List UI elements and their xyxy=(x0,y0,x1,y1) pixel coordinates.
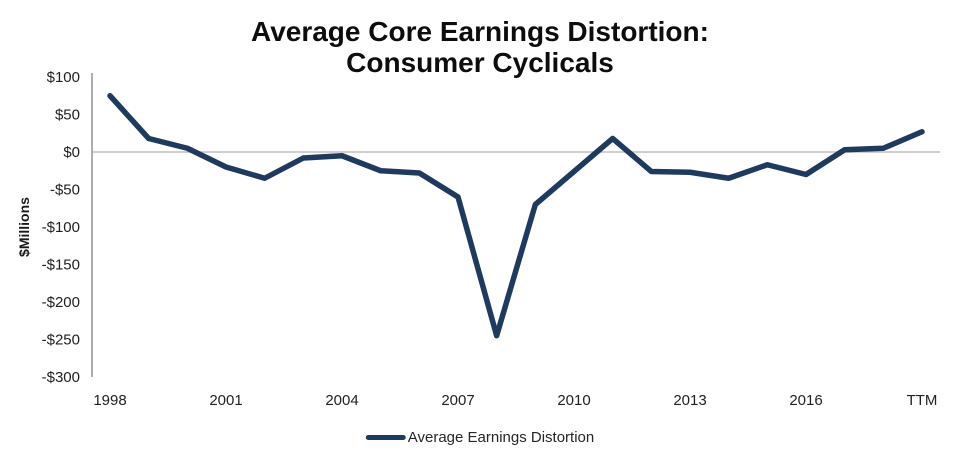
chart-title-line1: Average Core Earnings Distortion: xyxy=(251,16,709,47)
legend-label: Average Earnings Distortion xyxy=(407,429,595,446)
series-line-average-earnings-distortion xyxy=(107,93,925,339)
legend-line-swatch-icon xyxy=(365,435,406,440)
x-tick-label: 2016 xyxy=(789,392,822,409)
chart-title: Average Core Earnings Distortion: Consum… xyxy=(0,16,960,78)
x-tick-label: 2007 xyxy=(441,392,474,409)
y-tick-label: $100 xyxy=(47,69,80,86)
x-tick-label: 1998 xyxy=(93,392,126,409)
y-tick-label: -$50 xyxy=(50,182,80,199)
x-tick-label: 2004 xyxy=(325,392,358,409)
x-tick-label: TTM xyxy=(907,392,938,409)
y-tick-label: -$100 xyxy=(42,219,80,236)
y-tick-label: $50 xyxy=(55,107,80,124)
y-tick-label: $0 xyxy=(63,144,80,161)
x-tick-label: 2013 xyxy=(673,392,706,409)
legend: Average Earnings Distortion xyxy=(365,429,595,446)
y-tick-label: -$150 xyxy=(42,257,80,274)
y-tick-label: -$300 xyxy=(42,369,80,386)
chart-title-line2: Consumer Cyclicals xyxy=(346,47,614,78)
y-tick-label: -$250 xyxy=(42,332,80,349)
x-tick-label: 2010 xyxy=(557,392,590,409)
y-tick-label: -$200 xyxy=(42,294,80,311)
x-tick-label: 2001 xyxy=(209,392,242,409)
